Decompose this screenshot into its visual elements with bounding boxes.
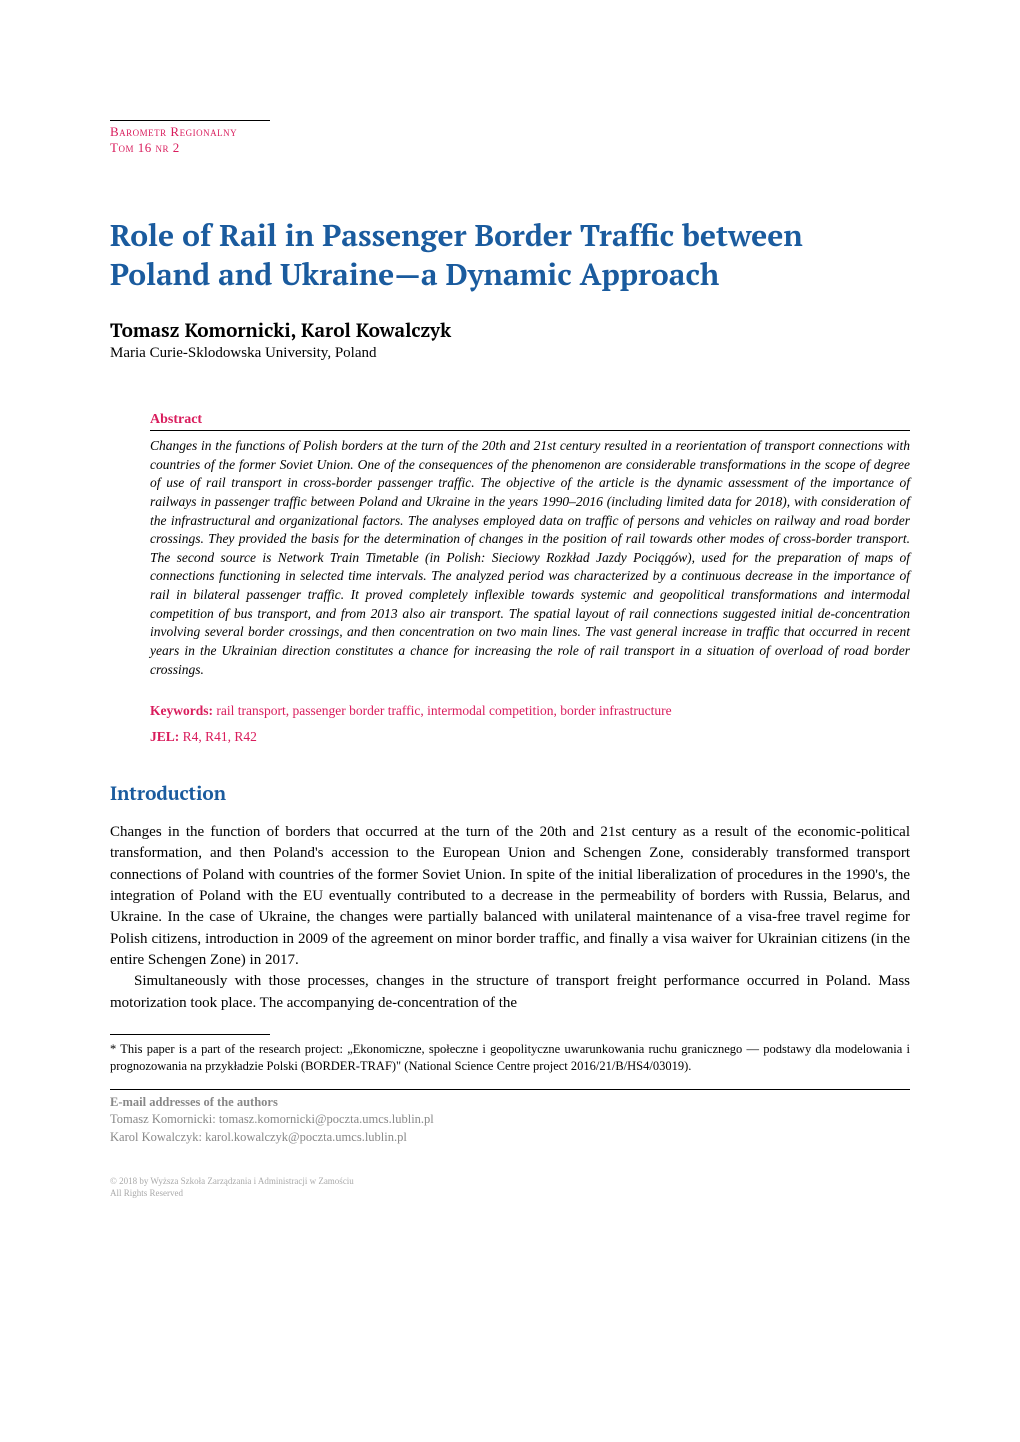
jel-label: JEL:: [150, 729, 179, 744]
keywords-line: Keywords: rail transport, passenger bord…: [150, 703, 910, 719]
journal-name: Barometr Regionalny: [110, 124, 270, 140]
email-line: Karol Kowalczyk: karol.kowalczyk@poczta.…: [110, 1129, 910, 1147]
copyright-line: © 2018 by Wyższa Szkoła Zarządzania i Ad…: [110, 1176, 910, 1188]
journal-header: Barometr Regionalny Tom 16 nr 2: [110, 120, 270, 156]
section-heading-introduction: Introduction: [110, 781, 910, 806]
email-header: E-mail addresses of the authors: [110, 1094, 910, 1112]
abstract-label: Abstract: [150, 412, 910, 431]
jel-line: JEL: R4, R41, R42: [150, 729, 910, 745]
email-line: Tomasz Komornicki: tomasz.komornicki@poc…: [110, 1111, 910, 1129]
footnote-rule: [110, 1034, 270, 1035]
body-paragraph: Simultaneously with those processes, cha…: [110, 971, 910, 1014]
copyright-line: All Rights Reserved: [110, 1188, 910, 1200]
keywords-label: Keywords:: [150, 703, 213, 718]
keywords-value: rail transport, passenger border traffic…: [216, 703, 671, 718]
journal-issue: Tom 16 nr 2: [110, 140, 270, 156]
email-section: E-mail addresses of the authors Tomasz K…: [110, 1094, 910, 1147]
affiliation: Maria Curie-Sklodowska University, Polan…: [110, 345, 910, 362]
abstract-section: Abstract Changes in the functions of Pol…: [150, 412, 910, 679]
footnote: * This paper is a part of the research p…: [110, 1041, 910, 1075]
body-paragraph: Changes in the function of borders that …: [110, 822, 910, 971]
copyright: © 2018 by Wyższa Szkoła Zarządzania i Ad…: [110, 1176, 910, 1199]
email-rule: [110, 1089, 910, 1090]
jel-value: R4, R41, R42: [183, 729, 257, 744]
paper-title: Role of Rail in Passenger Border Traffic…: [110, 216, 910, 294]
authors: Tomasz Komornicki, Karol Kowalczyk: [110, 318, 910, 343]
abstract-text: Changes in the functions of Polish borde…: [150, 437, 910, 679]
